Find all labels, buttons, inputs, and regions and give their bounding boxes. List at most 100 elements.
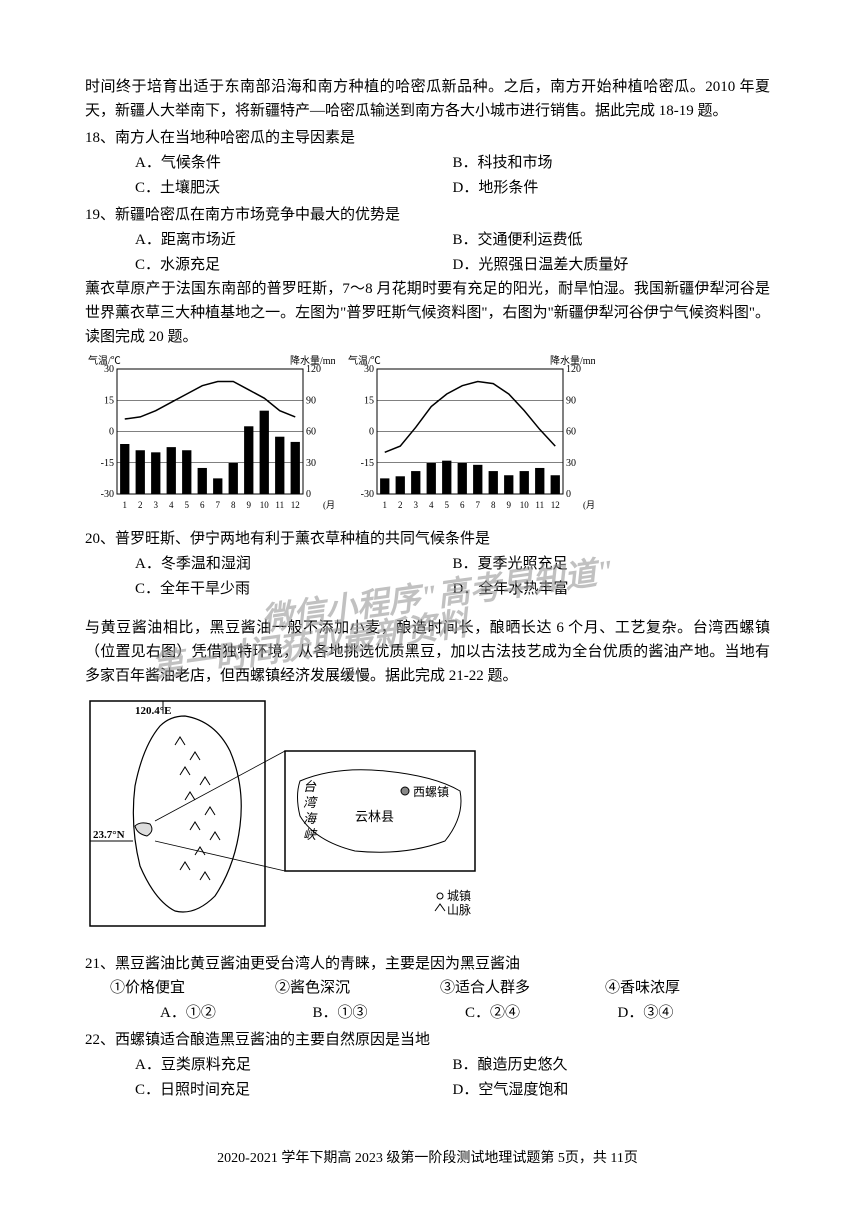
svg-text:0: 0 [306,489,311,500]
q22-options-row2: C．日照时间充足 D．空气湿度饱和 [85,1078,770,1102]
q19-option-c: C．水源充足 [135,253,453,277]
q22-option-d: D．空气湿度饱和 [453,1078,771,1102]
intro-paragraph-2: 薰衣草原产于法国东南部的普罗旺斯，7～8 月花期时要有充足的阳光，耐旱怕湿。我国… [85,277,770,349]
q20-options-row1: A．冬季温和湿润 B．夏季光照充足 [85,552,770,576]
svg-text:(月): (月) [583,500,595,510]
q21-option-a: A．①② [110,1001,313,1025]
svg-text:90: 90 [306,395,316,406]
q18-option-d: D．地形条件 [453,176,771,200]
svg-text:60: 60 [566,427,576,438]
svg-text:15: 15 [104,395,114,406]
svg-text:0: 0 [369,427,374,438]
q18-options-row2: C．土壤肥沃 D．地形条件 [85,176,770,200]
svg-text:4: 4 [169,500,174,510]
svg-text:9: 9 [507,500,512,510]
q22-options-row1: A．豆类原料充足 B．酿造历史悠久 [85,1053,770,1077]
question-20: 20、普罗旺斯、伊宁两地有利于薰衣草种植的共同气候条件是 [85,527,770,551]
svg-text:30: 30 [306,458,316,469]
svg-text:1: 1 [123,500,128,510]
q19-option-d: D．光照强日温差大质量好 [453,253,771,277]
q20-option-d: D．全年水热丰富 [453,577,771,601]
q21-c1: ①价格便宜 [110,976,275,1000]
svg-text:23.7°N: 23.7°N [93,829,125,841]
q22-option-c: C．日照时间充足 [135,1078,453,1102]
svg-text:气温/℃: 气温/℃ [88,354,121,367]
svg-text:6: 6 [460,500,465,510]
q18-option-c: C．土壤肥沃 [135,176,453,200]
svg-text:6: 6 [200,500,205,510]
svg-text:云林县: 云林县 [355,809,394,824]
page-footer: 2020-2021 学年下期高 2023 级第一阶段测试地理试题第 5页，共 1… [0,1148,855,1170]
svg-text:-30: -30 [361,489,374,500]
q22-option-a: A．豆类原料充足 [135,1053,453,1077]
chart-yining: -30-15015300306090120气温/℃降水量/mm123456789… [345,354,595,522]
svg-text:山脉: 山脉 [447,902,471,917]
svg-text:3: 3 [154,500,159,510]
svg-text:12: 12 [551,500,560,510]
q18-option-a: A．气候条件 [135,151,453,175]
q21-option-c: C．②④ [465,1001,618,1025]
intro-paragraph-1: 时间终于培育出适于东南部沿海和南方种植的哈密瓜新品种。之后，南方开始种植哈密瓜。… [85,75,770,123]
svg-text:7: 7 [216,500,221,510]
svg-text:0: 0 [566,489,571,500]
q22-option-b: B．酿造历史悠久 [453,1053,771,1077]
svg-text:5: 5 [445,500,450,510]
q19-options-row1: A．距离市场近 B．交通便利运费低 [85,228,770,252]
svg-text:60: 60 [306,427,316,438]
svg-text:气温/℃: 气温/℃ [348,354,381,367]
q20-option-b: B．夏季光照充足 [453,552,771,576]
q20-option-a: A．冬季温和湿润 [135,552,453,576]
q18-options-row1: A．气候条件 B．科技和市场 [85,151,770,175]
svg-text:(月): (月) [323,500,335,510]
question-21: 21、黑豆酱油比黄豆酱油更受台湾人的青睐，主要是因为黑豆酱油 [85,952,770,976]
svg-text:台: 台 [303,779,317,794]
svg-text:降水量/mm: 降水量/mm [290,354,335,367]
q21-option-d: D．③④ [618,1001,771,1025]
svg-text:城镇: 城镇 [447,889,471,903]
q21-options: A．①② B．①③ C．②④ D．③④ [85,1001,770,1025]
svg-text:90: 90 [566,395,576,406]
q21-option-b: B．①③ [313,1001,466,1025]
svg-text:9: 9 [247,500,252,510]
svg-text:1: 1 [383,500,388,510]
climate-charts: -30-15015300306090120气温/℃降水量/mm123456789… [85,354,770,522]
svg-text:西螺镇: 西螺镇 [413,785,449,799]
q20-options-row2: C．全年干旱少雨 D．全年水热丰富 [85,577,770,601]
question-22: 22、西螺镇适合酿造黑豆酱油的主要自然原因是当地 [85,1028,770,1052]
svg-text:4: 4 [429,500,434,510]
svg-text:11: 11 [275,500,284,510]
svg-text:30: 30 [566,458,576,469]
question-18: 18、南方人在当地种哈密瓜的主导因素是 [85,126,770,150]
svg-text:峡: 峡 [303,827,318,842]
q21-c4: ④香味浓厚 [605,976,770,1000]
svg-text:10: 10 [260,500,270,510]
svg-text:15: 15 [364,395,374,406]
q19-option-b: B．交通便利运费低 [453,228,771,252]
q21-c2: ②酱色深沉 [275,976,440,1000]
taiwan-map: 120.4°E 23.7°N 西螺镇云林县 台湾海峡城镇山脉 [85,696,770,944]
svg-text:2: 2 [398,500,403,510]
svg-text:10: 10 [520,500,530,510]
svg-text:-30: -30 [101,489,114,500]
question-19: 19、新疆哈密瓜在南方市场竞争中最大的优势是 [85,203,770,227]
svg-text:-15: -15 [361,458,374,469]
svg-text:5: 5 [185,500,190,510]
svg-text:8: 8 [231,500,236,510]
svg-text:-15: -15 [101,458,114,469]
svg-text:8: 8 [491,500,496,510]
svg-text:3: 3 [414,500,419,510]
q21-circled-options: ①价格便宜 ②酱色深沉 ③适合人群多 ④香味浓厚 [85,976,770,1000]
svg-text:12: 12 [291,500,300,510]
q21-c3: ③适合人群多 [440,976,605,1000]
chart-provence: -30-15015300306090120气温/℃降水量/mm123456789… [85,354,335,522]
svg-text:降水量/mm: 降水量/mm [550,354,595,367]
svg-text:湾: 湾 [303,795,318,810]
q19-options-row2: C．水源充足 D．光照强日温差大质量好 [85,253,770,277]
svg-text:11: 11 [535,500,544,510]
q18-option-b: B．科技和市场 [453,151,771,175]
q19-option-a: A．距离市场近 [135,228,453,252]
svg-text:海: 海 [303,811,318,826]
intro-paragraph-3: 与黄豆酱油相比，黑豆酱油一般不添加小麦，酿造时间长，酿晒长达 6 个月、工艺复杂… [85,616,770,688]
svg-text:2: 2 [138,500,143,510]
svg-text:120.4°E: 120.4°E [135,705,172,717]
